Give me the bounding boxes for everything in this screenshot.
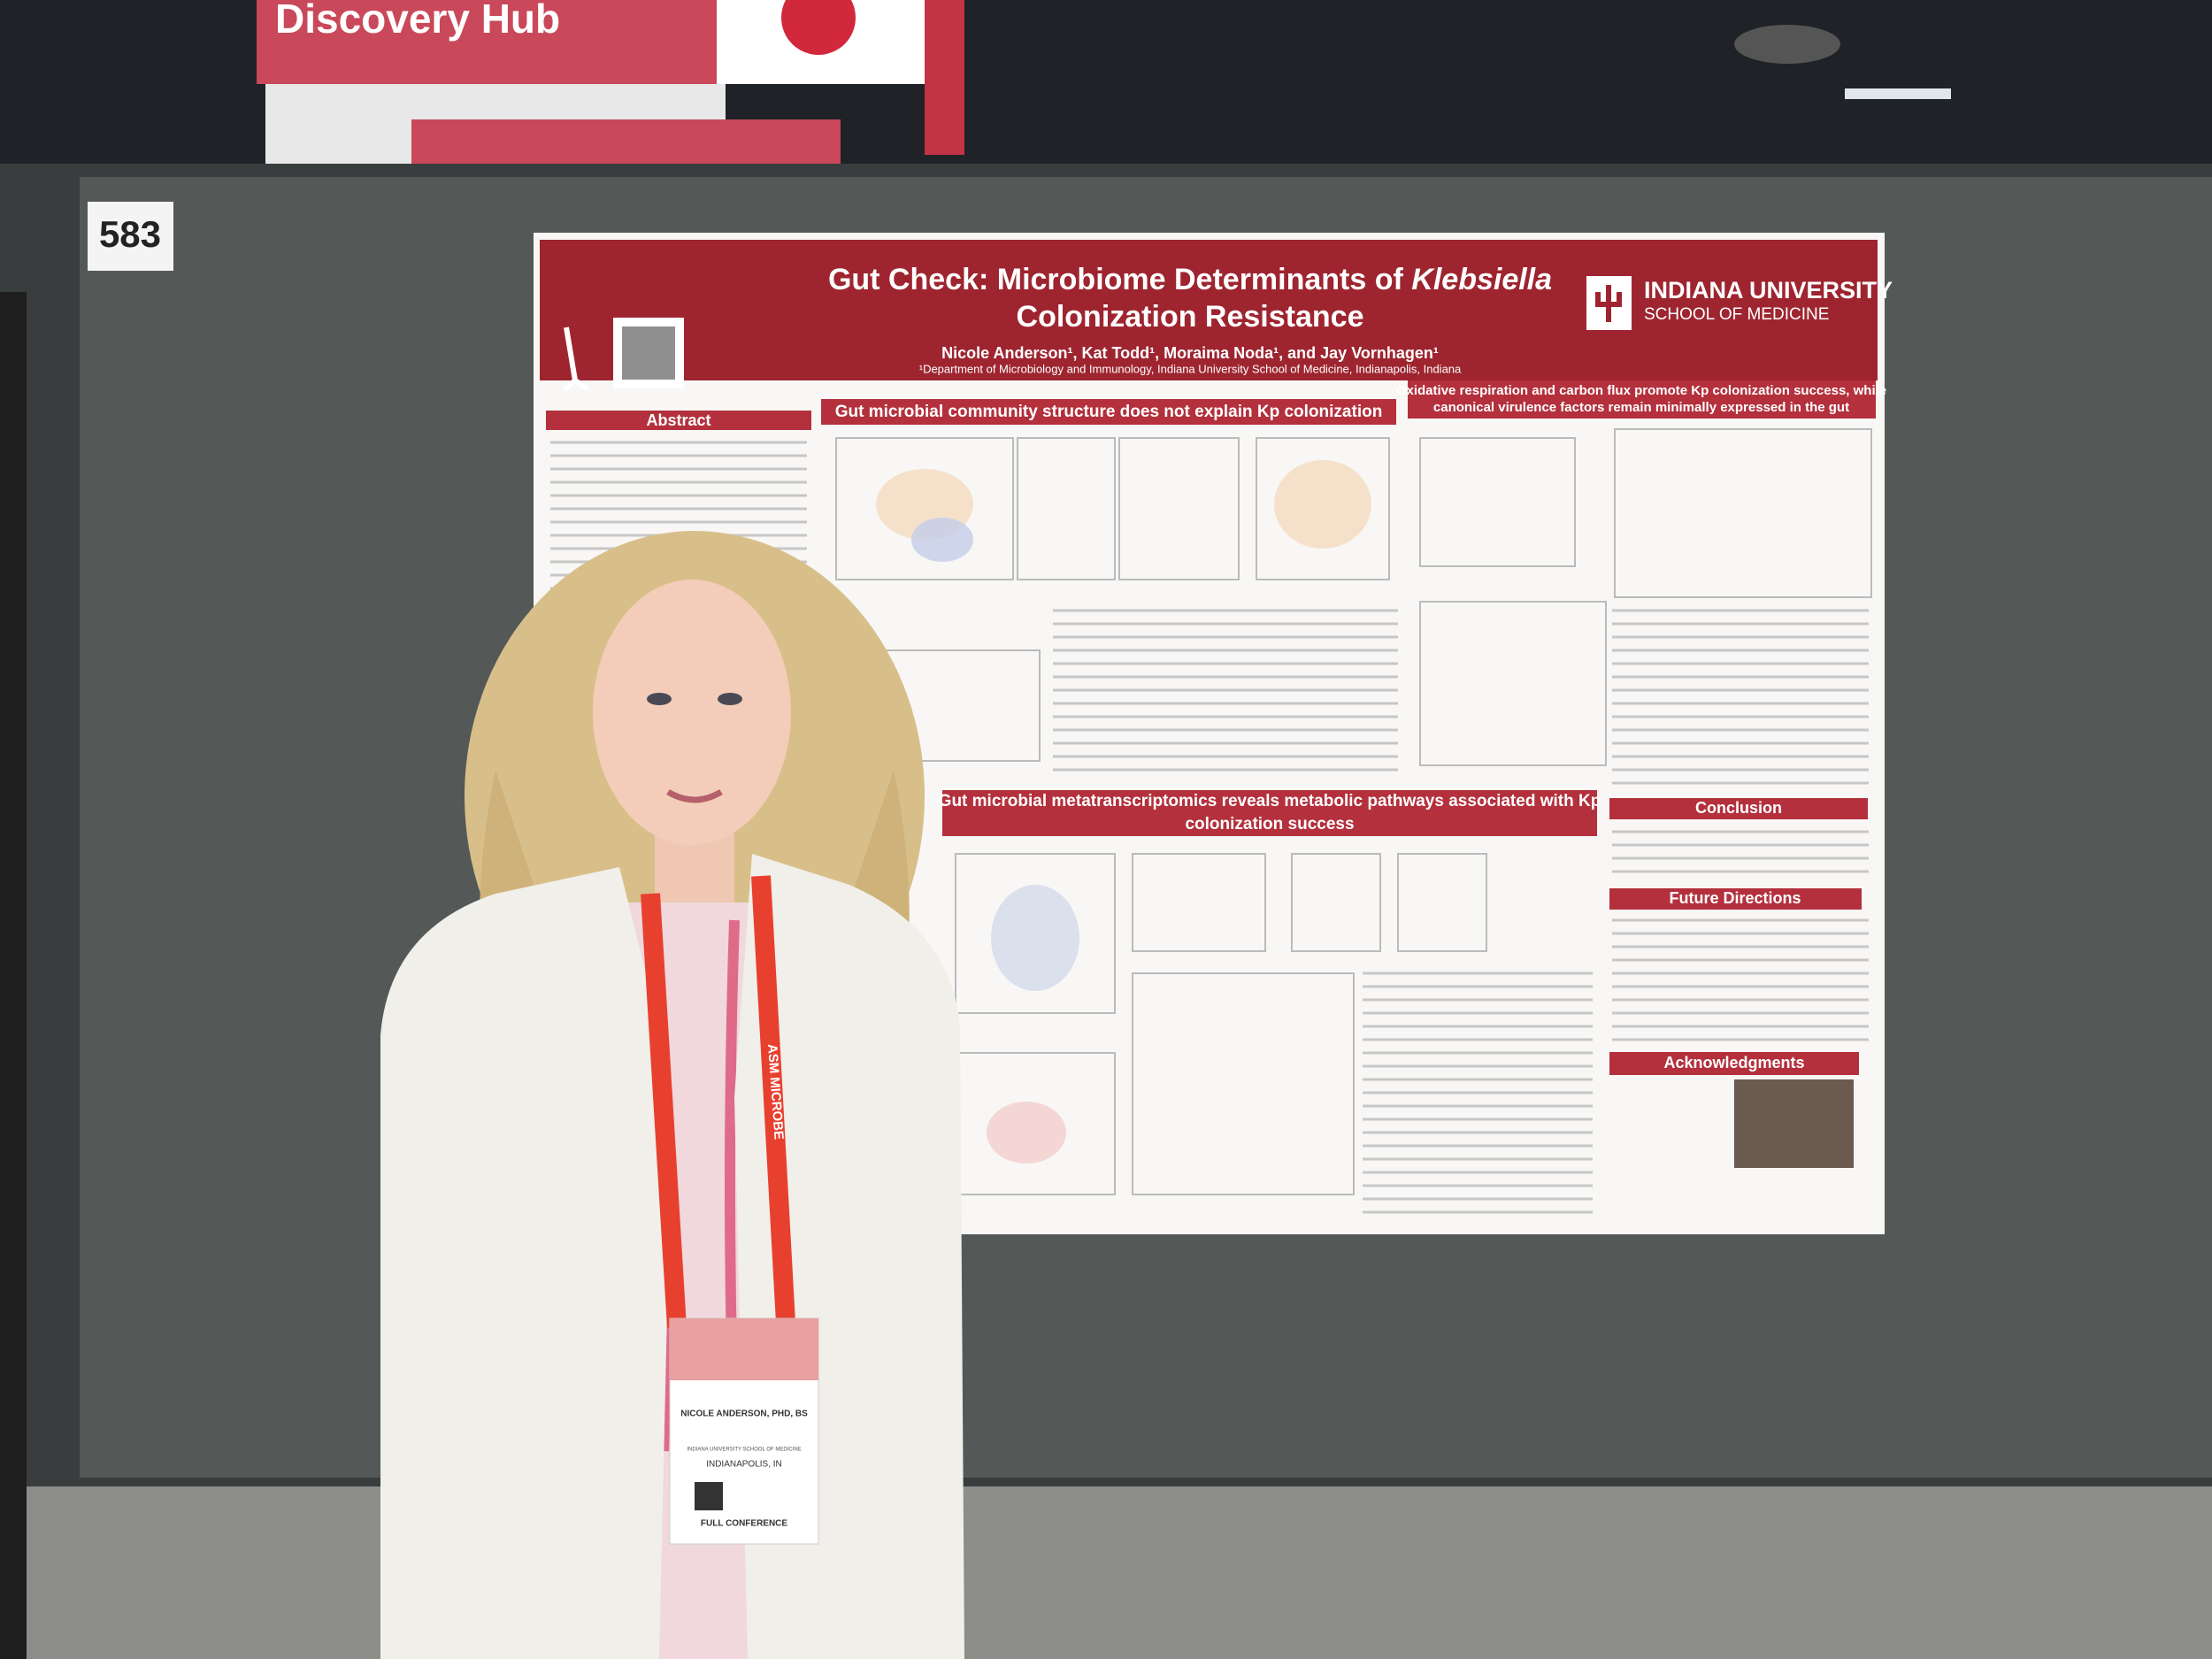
text-lines xyxy=(1612,609,1869,785)
figure-panel xyxy=(1291,853,1381,952)
badge-location: INDIANAPOLIS, IN xyxy=(706,1460,782,1470)
figure-panel xyxy=(1256,437,1390,580)
figure-panel xyxy=(1419,437,1576,567)
cluster xyxy=(991,885,1079,991)
figure-panel xyxy=(1132,853,1266,952)
section-header xyxy=(821,399,1396,425)
text-lines xyxy=(1612,830,1869,1041)
smile xyxy=(666,788,723,803)
figure-panel xyxy=(1132,972,1355,1195)
figure-panel xyxy=(955,853,1116,1014)
lanyard xyxy=(641,875,795,1328)
title-part: Gut Check: Microbiome Determinants of xyxy=(828,263,1411,296)
section-header xyxy=(546,411,811,430)
section-header xyxy=(1609,888,1862,910)
text-lines xyxy=(1053,609,1398,772)
badge-type: FULL CONFERENCE xyxy=(701,1519,787,1529)
title-italic: Klebsiella xyxy=(1411,263,1552,296)
booth-sign-text: Discovery Hub xyxy=(275,0,560,42)
figure-panel xyxy=(1017,437,1116,580)
board-leg xyxy=(0,292,27,1659)
sign-band xyxy=(411,119,841,164)
community-header: Gut microbial community structure does n… xyxy=(835,403,1383,421)
poster-title: Gut Check: Microbiome Determinants of Kl… xyxy=(828,263,1552,296)
figure-panel xyxy=(1614,428,1872,598)
figure-panel xyxy=(1397,853,1487,952)
section-header xyxy=(1609,798,1868,819)
section-header xyxy=(942,790,1597,836)
cluster xyxy=(911,518,973,562)
metatranscriptomics-header: Gut microbial metatranscriptomics reveal… xyxy=(939,792,1601,810)
poster-affiliation: ¹Department of Microbiology and Immunolo… xyxy=(919,362,1462,375)
figure-panel xyxy=(1419,601,1607,766)
eye xyxy=(647,693,672,705)
ceiling-light xyxy=(1845,88,1951,99)
ceiling-fixture xyxy=(1734,25,1840,64)
eye xyxy=(718,693,742,705)
badge-name: NICOLE ANDERSON, PHD, BS xyxy=(680,1409,808,1419)
badge-banner xyxy=(670,1318,818,1380)
carpet xyxy=(0,1469,2212,1659)
board-number: 583 xyxy=(99,213,161,255)
acknowledgments-header: Acknowledgments xyxy=(1663,1054,1804,1071)
figure-panel xyxy=(835,437,1014,580)
booth-sign xyxy=(257,0,717,84)
future-header: Future Directions xyxy=(1669,889,1801,907)
metatranscriptomics-header-2: colonization success xyxy=(1185,815,1354,833)
poster-authors: Nicole Anderson¹, Kat Todd¹, Moraima Nod… xyxy=(941,344,1439,362)
cluster xyxy=(987,1102,1066,1164)
badge-qr xyxy=(695,1482,723,1510)
lab-logo xyxy=(563,326,590,392)
jacket-left xyxy=(380,867,672,1659)
poster-header xyxy=(540,240,1878,380)
poster-title-line2: Colonization Resistance xyxy=(1017,300,1364,334)
institution: INDIANA UNIVERSITY xyxy=(1644,277,1893,303)
qr-pattern xyxy=(622,326,675,380)
abstract-header: Abstract xyxy=(646,411,710,429)
oxidative-header-2: canonical virulence factors remain minim… xyxy=(1433,400,1849,415)
cluster xyxy=(1274,460,1371,549)
lab-photo xyxy=(1734,1079,1854,1168)
section-header xyxy=(1609,1052,1859,1075)
board-number-tag xyxy=(88,202,173,271)
sign-edge xyxy=(925,0,964,155)
text-lines xyxy=(1363,972,1593,1214)
badge-organization: INDIANA UNIVERSITY SCHOOL OF MEDICINE xyxy=(687,1448,801,1453)
section-header xyxy=(1408,380,1876,419)
school: SCHOOL OF MEDICINE xyxy=(1644,305,1829,324)
oxidative-header: Oxidative respiration and carbon flux pr… xyxy=(1396,383,1886,398)
iu-trident xyxy=(1595,285,1622,322)
face xyxy=(593,580,791,845)
gear-icon xyxy=(781,0,856,55)
conclusion-header: Conclusion xyxy=(1695,799,1782,817)
body-text xyxy=(550,441,1869,1214)
figure-panel xyxy=(1118,437,1240,580)
